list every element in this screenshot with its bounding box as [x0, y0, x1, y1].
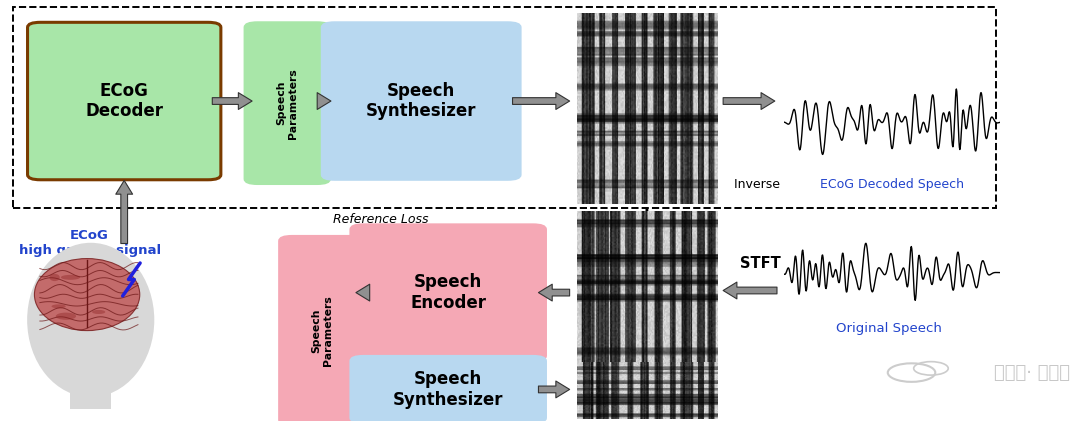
Text: 公众号· 量子位: 公众号· 量子位 [994, 364, 1069, 381]
Text: Speech
Parameters: Speech Parameters [276, 68, 298, 139]
Ellipse shape [35, 258, 139, 330]
Ellipse shape [52, 304, 66, 308]
Ellipse shape [92, 310, 105, 314]
FancyBboxPatch shape [350, 224, 545, 361]
Ellipse shape [50, 274, 59, 281]
Text: Original Speech: Original Speech [836, 322, 942, 335]
FancyBboxPatch shape [244, 22, 330, 184]
Text: Inverse: Inverse [734, 178, 784, 191]
Ellipse shape [27, 243, 154, 397]
Ellipse shape [56, 313, 76, 320]
Text: Speech
Encoder: Speech Encoder [410, 273, 486, 312]
Text: STFT: STFT [740, 256, 781, 271]
Text: Speech
Synthesizer: Speech Synthesizer [393, 370, 503, 409]
Bar [70, 365, 111, 409]
Text: Speech
Parameters: Speech Parameters [311, 295, 333, 366]
Text: Reference Loss: Reference Loss [333, 213, 428, 226]
Text: ECoG
high gamma signal: ECoG high gamma signal [18, 229, 161, 258]
FancyBboxPatch shape [279, 236, 364, 421]
Text: Speech
Synthesizer: Speech Synthesizer [366, 82, 476, 120]
FancyBboxPatch shape [28, 22, 220, 180]
Ellipse shape [60, 275, 80, 280]
Text: ECoG Decoded Speech: ECoG Decoded Speech [784, 178, 964, 191]
Text: Spectral Loss
+ STOI Loss: Spectral Loss + STOI Loss [581, 211, 660, 240]
FancyBboxPatch shape [322, 22, 521, 180]
FancyBboxPatch shape [350, 356, 545, 421]
Text: ECoG
Decoder: ECoG Decoder [85, 82, 163, 120]
Text: Spectral Loss
+ STOI Loss: Spectral Loss + STOI Loss [581, 371, 660, 400]
